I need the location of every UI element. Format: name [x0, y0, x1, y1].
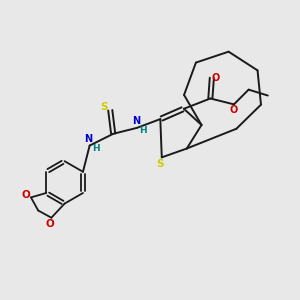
Text: H: H: [140, 126, 147, 135]
Text: S: S: [157, 159, 164, 169]
Text: N: N: [84, 134, 92, 144]
Text: H: H: [92, 144, 100, 153]
Text: O: O: [21, 190, 30, 200]
Text: S: S: [100, 102, 108, 112]
Text: O: O: [46, 219, 54, 229]
Text: O: O: [230, 105, 238, 115]
Text: N: N: [132, 116, 140, 126]
Text: O: O: [211, 73, 220, 83]
